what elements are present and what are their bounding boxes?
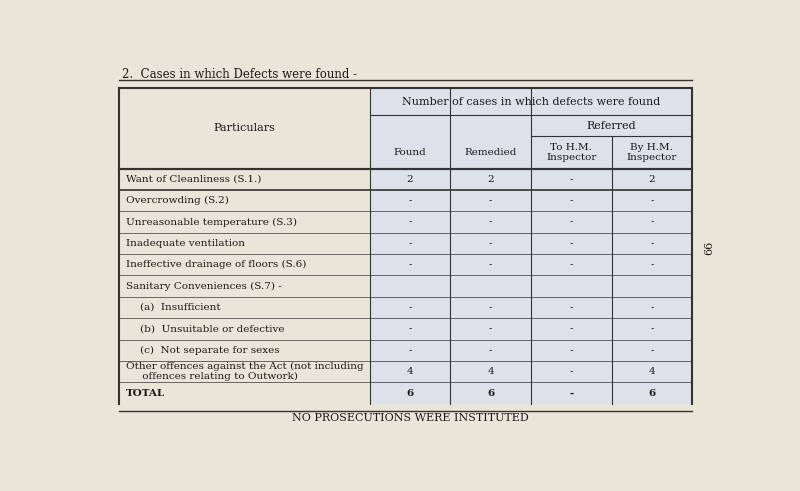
Text: -: - bbox=[408, 196, 412, 205]
Text: Other offences against the Act (not including
     offences relating to Outwork): Other offences against the Act (not incl… bbox=[126, 362, 364, 382]
Text: -: - bbox=[570, 303, 573, 312]
Text: -: - bbox=[570, 346, 573, 355]
Text: 6: 6 bbox=[406, 388, 414, 398]
Text: -: - bbox=[408, 346, 412, 355]
FancyBboxPatch shape bbox=[370, 168, 692, 404]
Text: -: - bbox=[650, 239, 654, 248]
Text: Inadequate ventilation: Inadequate ventilation bbox=[126, 239, 245, 248]
Text: -: - bbox=[570, 175, 573, 184]
Text: -: - bbox=[570, 260, 573, 269]
Text: Referred: Referred bbox=[586, 121, 636, 131]
Text: 6: 6 bbox=[487, 388, 494, 398]
Text: Number of cases in which defects were found: Number of cases in which defects were fo… bbox=[402, 97, 660, 107]
Text: 2: 2 bbox=[487, 175, 494, 184]
Text: Remedied: Remedied bbox=[465, 148, 517, 157]
Text: Found: Found bbox=[394, 148, 426, 157]
Text: By H.M.
Inspector: By H.M. Inspector bbox=[626, 143, 677, 162]
Text: -: - bbox=[650, 346, 654, 355]
Text: 4: 4 bbox=[649, 367, 655, 376]
Text: -: - bbox=[569, 388, 574, 398]
Text: -: - bbox=[489, 218, 492, 226]
Text: Ineffective drainage of floors (S.6): Ineffective drainage of floors (S.6) bbox=[126, 260, 306, 270]
Text: -: - bbox=[408, 325, 412, 333]
Text: 2.  Cases in which Defects were found -: 2. Cases in which Defects were found - bbox=[122, 68, 357, 81]
Text: (a)  Insufficient: (a) Insufficient bbox=[140, 303, 221, 312]
Text: 2: 2 bbox=[406, 175, 414, 184]
Text: -: - bbox=[650, 303, 654, 312]
Text: -: - bbox=[650, 218, 654, 226]
Text: 66: 66 bbox=[704, 241, 714, 255]
Text: -: - bbox=[570, 325, 573, 333]
Text: TOTAL: TOTAL bbox=[126, 388, 166, 398]
FancyBboxPatch shape bbox=[370, 88, 692, 168]
Text: -: - bbox=[570, 196, 573, 205]
Text: Particulars: Particulars bbox=[214, 123, 275, 134]
Text: -: - bbox=[408, 303, 412, 312]
Text: Overcrowding (S.2): Overcrowding (S.2) bbox=[126, 196, 229, 205]
FancyBboxPatch shape bbox=[118, 88, 370, 404]
Text: 4: 4 bbox=[487, 367, 494, 376]
Text: -: - bbox=[489, 239, 492, 248]
Text: -: - bbox=[489, 346, 492, 355]
Text: To H.M.
Inspector: To H.M. Inspector bbox=[546, 143, 596, 162]
Text: Unreasonable temperature (S.3): Unreasonable temperature (S.3) bbox=[126, 218, 297, 226]
Text: -: - bbox=[408, 260, 412, 269]
Text: (c)  Not separate for sexes: (c) Not separate for sexes bbox=[140, 346, 280, 355]
Text: Sanitary Conveniences (S.7) -: Sanitary Conveniences (S.7) - bbox=[126, 281, 282, 291]
Text: 4: 4 bbox=[406, 367, 414, 376]
Text: -: - bbox=[489, 325, 492, 333]
Text: -: - bbox=[570, 239, 573, 248]
Text: 2: 2 bbox=[649, 175, 655, 184]
Text: -: - bbox=[650, 196, 654, 205]
Text: NO PROSECUTIONS WERE INSTITUTED: NO PROSECUTIONS WERE INSTITUTED bbox=[292, 412, 528, 423]
Text: (b)  Unsuitable or defective: (b) Unsuitable or defective bbox=[140, 325, 285, 333]
Text: -: - bbox=[489, 196, 492, 205]
Text: -: - bbox=[489, 260, 492, 269]
Text: -: - bbox=[650, 325, 654, 333]
Text: -: - bbox=[570, 218, 573, 226]
Text: -: - bbox=[489, 303, 492, 312]
Text: -: - bbox=[408, 218, 412, 226]
Text: 6: 6 bbox=[648, 388, 655, 398]
Text: -: - bbox=[408, 239, 412, 248]
Text: -: - bbox=[650, 260, 654, 269]
Text: Want of Cleanliness (S.1.): Want of Cleanliness (S.1.) bbox=[126, 175, 262, 184]
Text: -: - bbox=[570, 367, 573, 376]
